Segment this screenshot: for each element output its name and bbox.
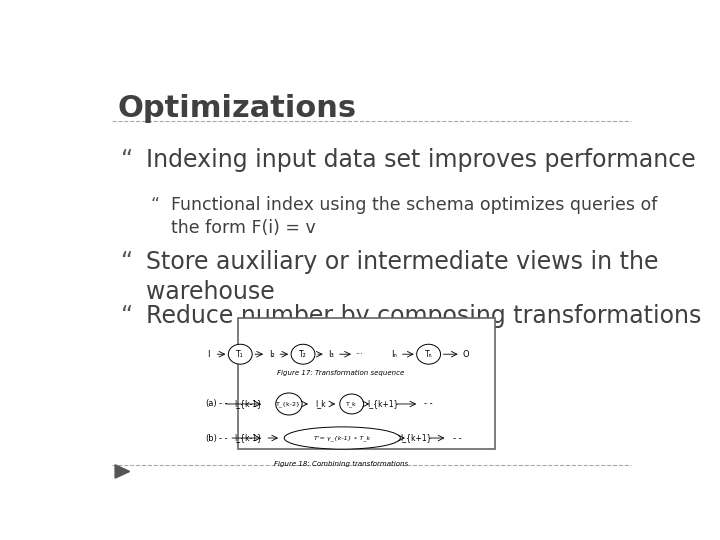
Text: T'= γ_{k-1} ∘ T_k: T'= γ_{k-1} ∘ T_k bbox=[314, 435, 370, 441]
Text: “: “ bbox=[121, 148, 133, 172]
Text: Optimizations: Optimizations bbox=[118, 94, 357, 123]
Circle shape bbox=[276, 393, 302, 415]
Text: O: O bbox=[463, 350, 469, 359]
Text: Store auxiliary or intermediate views in the
warehouse: Store auxiliary or intermediate views in… bbox=[145, 250, 658, 303]
Text: (b): (b) bbox=[206, 434, 217, 442]
Text: Figure 17: Transformation sequence: Figure 17: Transformation sequence bbox=[277, 369, 405, 376]
Text: I_{k-1}: I_{k-1} bbox=[234, 434, 262, 442]
Text: - -: - - bbox=[424, 400, 433, 408]
Text: I_{k+1}: I_{k+1} bbox=[400, 434, 432, 442]
Text: I₂: I₂ bbox=[269, 350, 274, 359]
Text: ···: ··· bbox=[356, 350, 364, 359]
Text: - -: - - bbox=[453, 434, 462, 442]
Ellipse shape bbox=[284, 427, 400, 449]
Text: “: “ bbox=[121, 250, 133, 274]
Text: T_{k-2}: T_{k-2} bbox=[276, 401, 302, 407]
Text: I_{k+1}: I_{k+1} bbox=[367, 400, 399, 408]
Circle shape bbox=[340, 394, 364, 414]
FancyBboxPatch shape bbox=[238, 319, 495, 449]
Text: T₂: T₂ bbox=[299, 350, 307, 359]
Text: Iₙ: Iₙ bbox=[391, 350, 397, 359]
Text: (a): (a) bbox=[206, 400, 217, 408]
Text: “: “ bbox=[150, 196, 159, 214]
Text: “: “ bbox=[121, 304, 133, 328]
Text: I_k: I_k bbox=[315, 400, 325, 408]
Text: Reduce number by composing transformations: Reduce number by composing transformatio… bbox=[145, 304, 701, 328]
Text: Tₙ: Tₙ bbox=[425, 350, 433, 359]
Text: I_{k-1}: I_{k-1} bbox=[234, 400, 262, 408]
Circle shape bbox=[417, 345, 441, 364]
Text: T_k: T_k bbox=[346, 401, 357, 407]
Text: I₃: I₃ bbox=[328, 350, 334, 359]
Text: I: I bbox=[207, 350, 210, 359]
Circle shape bbox=[291, 345, 315, 364]
Text: Indexing input data set improves performance: Indexing input data set improves perform… bbox=[145, 148, 696, 172]
Text: - -: - - bbox=[219, 400, 228, 408]
Text: - -: - - bbox=[219, 434, 228, 442]
Text: Functional index using the schema optimizes queries of
the form F(i) = v: Functional index using the schema optimi… bbox=[171, 196, 657, 238]
Circle shape bbox=[228, 345, 252, 364]
Text: T₁: T₁ bbox=[236, 350, 244, 359]
Polygon shape bbox=[115, 465, 130, 478]
Text: Figure 18: Combining transformations: Figure 18: Combining transformations bbox=[274, 461, 408, 467]
